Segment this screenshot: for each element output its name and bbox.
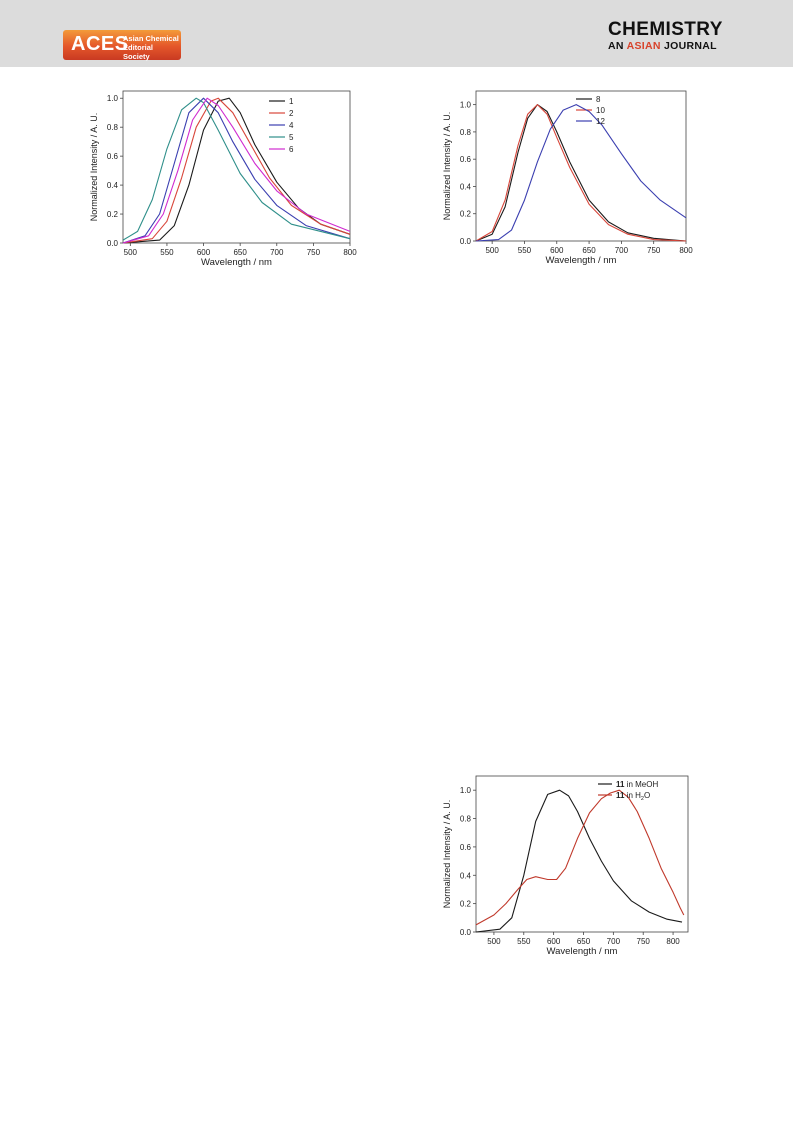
x-tick-label: 650	[582, 246, 596, 255]
series-line-5	[122, 97, 351, 241]
page-header: ACES Asian Chemical Editorial Society CH…	[0, 0, 793, 67]
legend-label: 6	[289, 145, 294, 154]
x-tick-label: 800	[666, 937, 680, 946]
y-tick-label: 0.4	[460, 871, 472, 880]
y-axis-label: Normalized Intensity / A. U.	[89, 113, 99, 222]
series-line-10	[475, 104, 687, 242]
legend-label: 12	[596, 117, 605, 126]
x-axis-label: Wavelength / nm	[547, 946, 618, 957]
series-line-8	[475, 104, 687, 242]
x-tick-label: 700	[615, 246, 629, 255]
x-tick-label: 550	[518, 246, 532, 255]
emission-chart-compound-11-solvents: 500 550 600 650 700 750 800 0.0 0.2 0.4 0.6 0.8 1.0 W…	[442, 775, 689, 957]
journal-subtitle-post: JOURNAL	[660, 40, 717, 52]
plot-frame	[475, 90, 687, 242]
x-tick-label: 750	[307, 248, 321, 257]
series-line-6	[122, 97, 351, 244]
y-tick-label: 0.4	[460, 182, 472, 191]
x-tick-label: 550	[160, 248, 174, 257]
legend-label: 10	[596, 106, 605, 115]
legend-label: 11 in H2O	[616, 791, 650, 802]
series-line-2	[122, 97, 351, 244]
legend-label: 1	[289, 97, 294, 106]
journal-subtitle-pre: AN	[608, 40, 627, 52]
aces-logo-subtitle: Asian Chemical Editorial Society	[123, 34, 181, 61]
journal-subtitle-accent: ASIAN	[626, 40, 661, 52]
aces-subtitle-line-2: Editorial Society	[123, 43, 154, 61]
x-tick-label: 750	[647, 246, 661, 255]
plot-frame	[122, 90, 351, 244]
series-line-4	[122, 97, 351, 244]
y-axis-label: Normalized Intensity / A. U.	[442, 112, 452, 221]
y-tick-label: 0.4	[107, 181, 119, 190]
x-tick-label: 650	[577, 937, 591, 946]
y-axis-label: Normalized Intensity / A. U.	[442, 800, 452, 909]
journal-logo: CHEMISTRY AN ASIAN JOURNAL	[608, 19, 723, 53]
emission-chart-compounds-1-6: 500 550 600 650 700 750 800 0.0 0.2 0.4 0.6 0.8 1.0 W…	[89, 90, 357, 268]
series-line-11-in-h2o	[475, 789, 685, 926]
aces-logo: ACES Asian Chemical Editorial Society	[63, 30, 181, 61]
y-tick-label: 0.6	[107, 152, 119, 161]
journal-subtitle: AN ASIAN JOURNAL	[608, 40, 723, 52]
x-tick-label: 750	[637, 937, 651, 946]
y-tick-label: 0.0	[107, 239, 119, 248]
y-tick-label: 0.0	[460, 928, 472, 937]
x-tick-label: 800	[343, 248, 357, 257]
x-tick-label: 700	[607, 937, 621, 946]
journal-title: CHEMISTRY	[608, 19, 723, 40]
y-tick-label: 1.0	[460, 101, 472, 110]
legend-label: 11 in MeOH	[616, 780, 658, 789]
x-axis-label: Wavelength / nm	[201, 257, 272, 268]
legend-label: 2	[289, 109, 294, 118]
series-line-11-in-meoh	[475, 789, 683, 933]
x-tick-label: 500	[487, 937, 501, 946]
x-tick-label: 600	[197, 248, 211, 257]
legend-label: 8	[596, 95, 601, 104]
y-tick-label: 0.6	[460, 843, 472, 852]
x-tick-label: 550	[517, 937, 531, 946]
x-tick-label: 600	[550, 246, 564, 255]
plot-frame	[475, 775, 689, 933]
aces-logo-text: ACES	[71, 33, 129, 55]
x-tick-label: 600	[547, 937, 561, 946]
legend-label: 4	[289, 121, 294, 130]
emission-chart-compounds-8-12: 500 550 600 650 700 750 800 0.0 0.2 0.4 0.6 0.8 1.0 W…	[442, 90, 693, 266]
legend-label: 5	[289, 133, 294, 142]
y-tick-label: 0.2	[460, 210, 472, 219]
y-tick-label: 0.8	[107, 123, 119, 132]
x-tick-label: 800	[679, 246, 693, 255]
x-tick-label: 500	[485, 246, 499, 255]
y-tick-label: 1.0	[107, 94, 119, 103]
y-tick-label: 0.2	[107, 210, 119, 219]
y-tick-label: 0.8	[460, 815, 472, 824]
y-tick-label: 0.8	[460, 128, 472, 137]
x-tick-label: 700	[270, 248, 284, 257]
y-tick-label: 0.0	[460, 237, 472, 246]
y-tick-label: 0.6	[460, 155, 472, 164]
y-tick-label: 0.2	[460, 900, 472, 909]
aces-subtitle-line-1: Asian Chemical	[123, 34, 179, 43]
x-tick-label: 650	[233, 248, 247, 257]
x-tick-label: 500	[124, 248, 138, 257]
series-line-12	[475, 104, 687, 242]
x-axis-label: Wavelength / nm	[546, 255, 617, 266]
y-tick-label: 1.0	[460, 786, 472, 795]
